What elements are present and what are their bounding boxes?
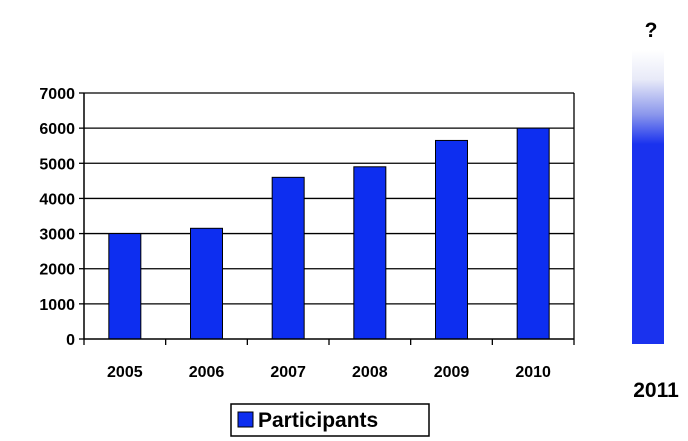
future-year-label: 2011 bbox=[633, 379, 679, 402]
y-tick-label: 4000 bbox=[39, 191, 75, 208]
gridlines bbox=[84, 92, 574, 305]
bar-2009 bbox=[435, 139, 468, 340]
x-tick-label-2006: 2006 bbox=[189, 364, 225, 381]
bar-2008 bbox=[353, 166, 387, 340]
y-tick-label: 3000 bbox=[39, 227, 75, 244]
bar-2006 bbox=[190, 227, 223, 340]
future-bar-2011 bbox=[632, 50, 664, 344]
y-tick-label: 6000 bbox=[39, 121, 75, 138]
bar-2010 bbox=[516, 127, 550, 340]
bars bbox=[108, 127, 550, 340]
x-tick-label-2010: 2010 bbox=[515, 364, 551, 381]
x-tick-label-2008: 2008 bbox=[352, 364, 388, 381]
x-tick-label-2007: 2007 bbox=[270, 364, 306, 381]
legend: Participants bbox=[230, 403, 430, 437]
y-tick-label: 7000 bbox=[39, 86, 75, 103]
bar-2005 bbox=[108, 233, 142, 340]
legend-swatch bbox=[237, 411, 254, 428]
future-question-mark: ? bbox=[645, 19, 658, 42]
y-tick-label: 5000 bbox=[39, 156, 75, 173]
x-tick-label-2005: 2005 bbox=[107, 364, 143, 381]
x-tick-labels: 2005 2006 2007 2008 2009 2010 bbox=[107, 364, 551, 381]
axes bbox=[79, 92, 575, 345]
legend-label-participants: Participants bbox=[258, 409, 378, 432]
y-tick-labels: 0 1000 2000 3000 4000 5000 6000 7000 bbox=[39, 86, 75, 349]
bar-2007 bbox=[271, 176, 305, 340]
y-tick-label: 1000 bbox=[39, 297, 75, 314]
y-tick-label: 0 bbox=[66, 332, 75, 349]
x-tick-label-2009: 2009 bbox=[434, 364, 470, 381]
y-tick-label: 2000 bbox=[39, 262, 75, 279]
legend-box bbox=[230, 403, 430, 437]
